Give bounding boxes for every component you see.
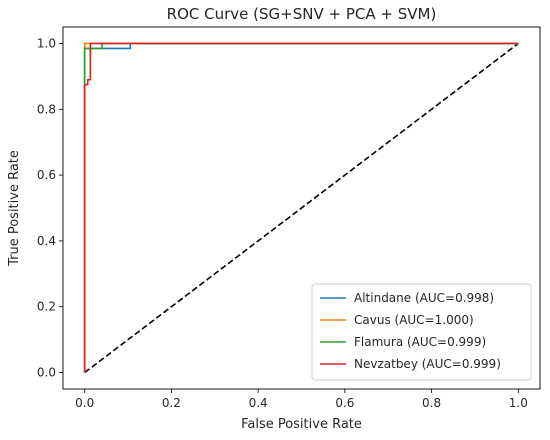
- y-tick-label: 0.4: [37, 234, 56, 248]
- x-tick-label: 0.6: [335, 396, 354, 410]
- legend-label-1: Altindane (AUC=0.998): [354, 291, 494, 305]
- x-tick-label: 0.0: [75, 396, 94, 410]
- legend-label-4: Nevzatbey (AUC=0.999): [354, 357, 501, 371]
- series-line-4: [83, 42, 519, 373]
- legend: Altindane (AUC=0.998) Cavus (AUC=1.000) Fl…: [311, 283, 532, 381]
- y-tick-label: 0.8: [37, 102, 56, 116]
- y-tick-label: 0.6: [37, 168, 56, 182]
- chart-title: ROC Curve (SG+SNV + PCA + SVM): [167, 5, 437, 23]
- x-tick-label: 1.0: [509, 396, 528, 410]
- x-tick-label: 0.2: [162, 396, 181, 410]
- y-tick-label: 0.2: [37, 300, 56, 314]
- y-tick-label: 1.0: [37, 36, 56, 50]
- x-tick-label: 0.8: [422, 396, 441, 410]
- diagonal-reference-line: [84, 42, 519, 374]
- y-axis-label: True Positive Rate: [7, 150, 22, 267]
- legend-label-2: Cavus (AUC=1.000): [354, 313, 474, 327]
- x-axis-label: False Positive Rate: [241, 417, 362, 432]
- plot-frame: [62, 26, 541, 390]
- legend-box: [311, 283, 532, 381]
- plot-area: 0.0 0.2 0.4 0.6 0.8 1.0 0.0 0.2 0.4 0.6 0.8 1.0 Alti…: [37, 26, 541, 410]
- x-tick-label: 0.4: [249, 396, 268, 410]
- legend-label-3: Flamura (AUC=0.999): [354, 335, 486, 349]
- y-tick-label: 0.0: [37, 366, 56, 380]
